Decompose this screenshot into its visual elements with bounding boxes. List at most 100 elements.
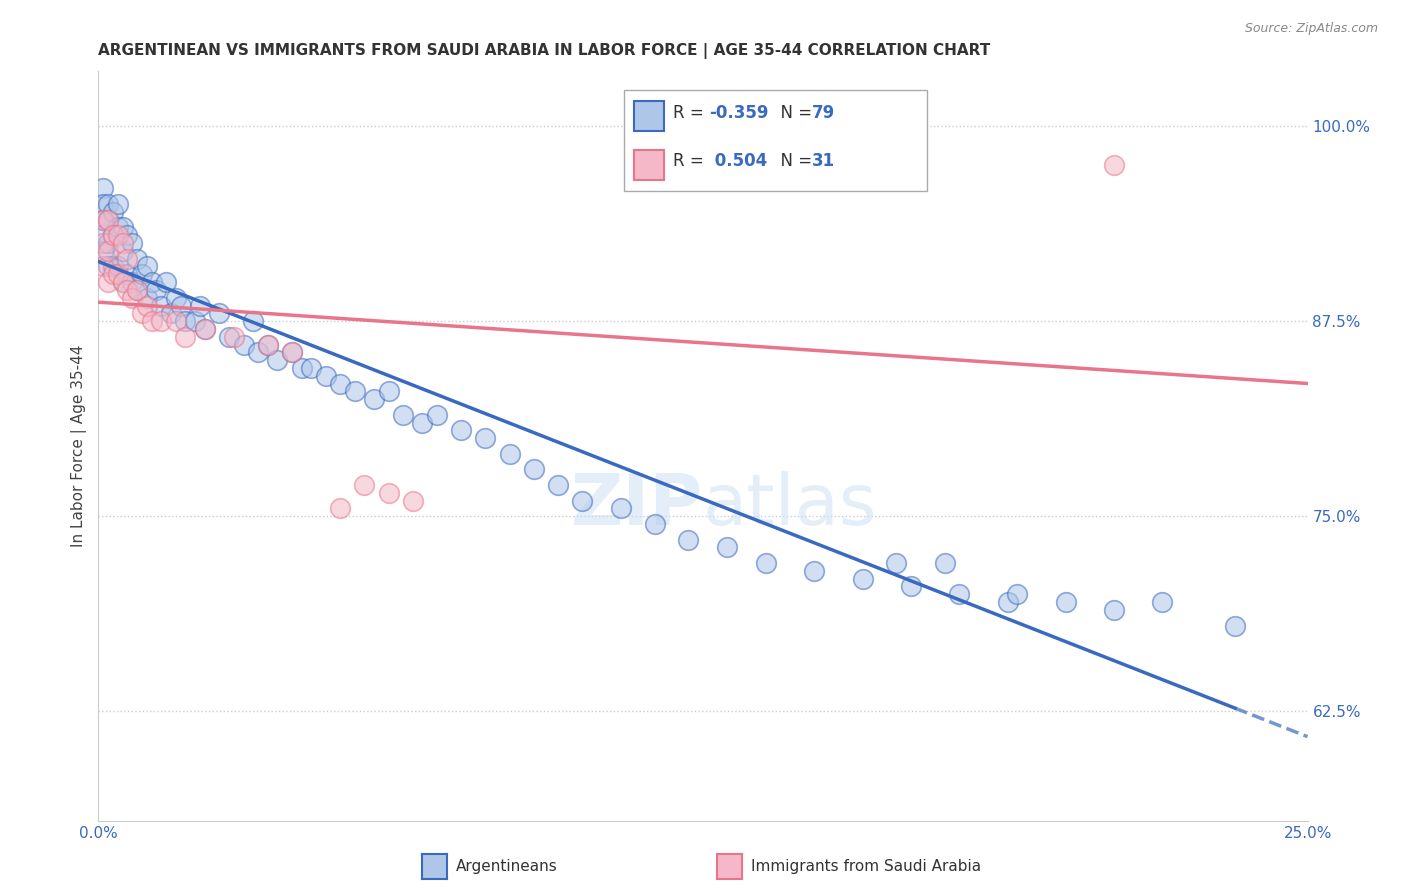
Point	[141, 314, 163, 328]
Point	[1152, 595, 1174, 609]
Point	[97, 275, 120, 289]
Point	[232, 337, 254, 351]
Point	[101, 228, 124, 243]
Point	[101, 260, 124, 274]
Point	[97, 260, 120, 274]
Point	[343, 384, 366, 399]
Point	[131, 306, 153, 320]
Point	[498, 447, 520, 461]
Point	[1007, 587, 1029, 601]
Point	[755, 556, 778, 570]
Y-axis label: In Labor Force | Age 35-44: In Labor Force | Age 35-44	[72, 345, 87, 547]
Point	[91, 235, 114, 250]
Point	[1102, 158, 1125, 172]
Point	[329, 501, 352, 516]
Point	[377, 485, 399, 500]
Point	[121, 291, 143, 305]
Point	[165, 314, 187, 328]
Point	[91, 212, 114, 227]
Point	[135, 260, 157, 274]
Point	[127, 283, 149, 297]
Point	[111, 220, 134, 235]
Point	[101, 228, 124, 243]
Text: 79: 79	[811, 103, 835, 121]
Point	[101, 204, 124, 219]
Point	[315, 368, 337, 383]
Point	[934, 556, 956, 570]
Text: R =: R =	[672, 153, 709, 170]
Point	[208, 306, 231, 320]
Point	[117, 252, 139, 266]
Point	[218, 329, 240, 343]
Point	[117, 228, 139, 243]
Text: Source: ZipAtlas.com: Source: ZipAtlas.com	[1244, 22, 1378, 36]
Point	[150, 298, 173, 312]
Point	[174, 314, 197, 328]
Point	[91, 228, 114, 243]
Point	[101, 267, 124, 281]
Bar	[634, 102, 664, 131]
Point	[97, 212, 120, 227]
Point	[141, 275, 163, 289]
Point	[610, 501, 633, 516]
Point	[1223, 618, 1246, 632]
Point	[474, 431, 496, 445]
Point	[329, 376, 352, 391]
Point	[716, 541, 738, 555]
Point	[91, 244, 114, 258]
Point	[121, 235, 143, 250]
Point	[852, 572, 875, 586]
Point	[299, 360, 322, 375]
Point	[127, 283, 149, 297]
Point	[135, 291, 157, 305]
Point	[222, 329, 245, 343]
Point	[174, 329, 197, 343]
Point	[91, 212, 114, 227]
Point	[111, 244, 134, 258]
Point	[242, 314, 264, 328]
Point	[165, 291, 187, 305]
Point	[194, 322, 217, 336]
Point	[290, 360, 312, 375]
Point	[644, 516, 666, 531]
Point	[107, 260, 129, 274]
Point	[91, 197, 114, 211]
Point	[256, 337, 278, 351]
Point	[160, 306, 183, 320]
Text: -0.359: -0.359	[709, 103, 769, 121]
Point	[169, 298, 191, 312]
Point	[117, 267, 139, 281]
Point	[107, 197, 129, 211]
Point	[571, 493, 593, 508]
Point	[426, 408, 449, 422]
Point	[402, 493, 425, 508]
Point	[131, 267, 153, 281]
Text: R =: R =	[672, 103, 709, 121]
Point	[363, 392, 385, 407]
Point	[97, 212, 120, 227]
Point	[107, 220, 129, 235]
Point	[1102, 603, 1125, 617]
Point	[107, 228, 129, 243]
Point	[91, 181, 114, 195]
Point	[121, 275, 143, 289]
Point	[377, 384, 399, 399]
Point	[281, 345, 304, 359]
Text: 0.504: 0.504	[709, 153, 768, 170]
Point	[547, 478, 569, 492]
Title: ARGENTINEAN VS IMMIGRANTS FROM SAUDI ARABIA IN LABOR FORCE | AGE 35-44 CORRELATI: ARGENTINEAN VS IMMIGRANTS FROM SAUDI ARA…	[98, 43, 991, 59]
Point	[803, 564, 825, 578]
Point	[97, 235, 120, 250]
Text: Immigrants from Saudi Arabia: Immigrants from Saudi Arabia	[751, 859, 981, 873]
Text: N =: N =	[769, 103, 817, 121]
Point	[281, 345, 304, 359]
Text: ZIP: ZIP	[571, 472, 703, 541]
Point	[111, 235, 134, 250]
Point	[145, 283, 167, 297]
Point	[155, 275, 177, 289]
Point	[997, 595, 1019, 609]
Point	[678, 533, 700, 547]
Point	[150, 314, 173, 328]
Bar	[634, 150, 664, 180]
Text: Argentineans: Argentineans	[456, 859, 557, 873]
